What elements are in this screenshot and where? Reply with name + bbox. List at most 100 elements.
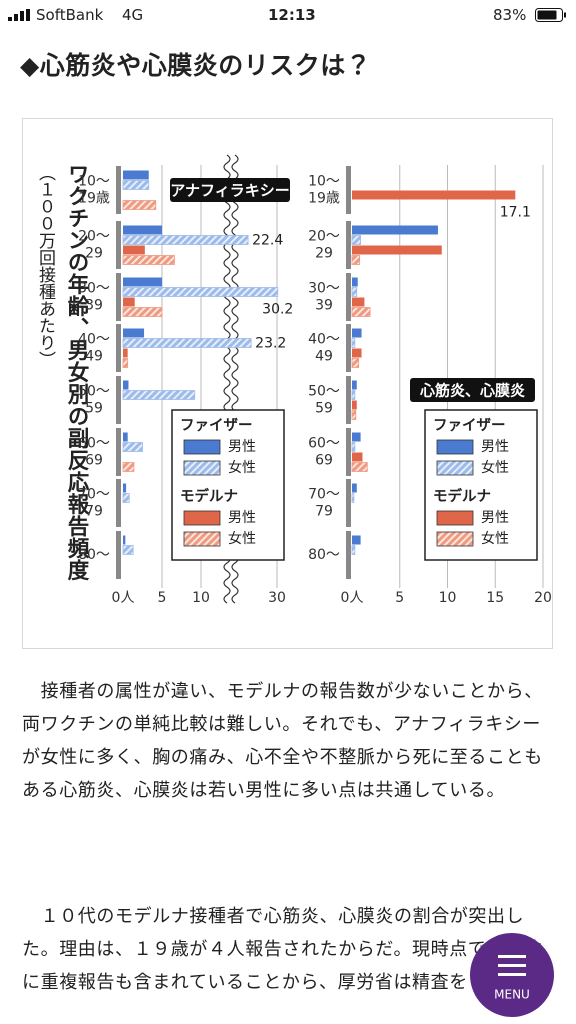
- category-label: 69: [315, 453, 333, 469]
- menu-label: MENU: [494, 988, 530, 1002]
- bar: [122, 338, 252, 348]
- bar: [122, 442, 143, 452]
- figure: （１００万回接種あたり） ワクチンの年齢、男女別の副反応報告頻度 0人 5 10 30…: [22, 118, 553, 649]
- signal-icon: [8, 9, 30, 21]
- status-bar: SoftBank 4G 12:13 83%: [0, 0, 576, 30]
- legend-label: 女性: [228, 531, 256, 547]
- x-tick-label: 20: [534, 590, 552, 606]
- legend-label: 男性: [228, 439, 256, 455]
- bar: [352, 225, 438, 235]
- bar: [123, 483, 127, 493]
- value-label: 17.1: [500, 205, 531, 221]
- bar: [351, 307, 371, 317]
- x-tick-label: 15: [486, 590, 504, 606]
- battery-icon: [535, 8, 566, 22]
- legend-label: 男性: [481, 510, 509, 526]
- paragraph: １０代のモデルナ接種者で心筋炎、心膜炎の割合が突出した。理由は、１９歳が４人報告…: [22, 906, 543, 993]
- legend-label: 女性: [481, 460, 509, 476]
- panel-title: アナフィラキシー: [170, 182, 289, 200]
- bar: [123, 535, 126, 545]
- category-label: 60～: [308, 436, 340, 452]
- category-label: 20～: [78, 229, 110, 245]
- bar: [122, 287, 279, 297]
- bar: [123, 432, 128, 442]
- bar: [122, 200, 157, 210]
- legend-swatch: [183, 439, 221, 455]
- axis-segment: [346, 221, 351, 269]
- menu-icon: MENU: [494, 955, 530, 1002]
- category-label: 20～: [308, 229, 340, 245]
- category-label: 59: [85, 401, 103, 417]
- legend-label: 女性: [228, 460, 256, 476]
- legend-swatch: [183, 531, 221, 547]
- bar: [122, 358, 129, 368]
- bar: [352, 297, 365, 307]
- x-tick-label: 5: [395, 590, 404, 606]
- bar: [351, 287, 358, 297]
- legend-swatch: [436, 439, 474, 455]
- value-label: 23.2: [255, 336, 286, 352]
- legend-swatch: [436, 460, 474, 476]
- bar: [123, 170, 149, 180]
- bar: [122, 390, 196, 400]
- axis-segment: [116, 273, 121, 321]
- battery-level: 83%: [493, 6, 527, 24]
- axis-segment: [346, 273, 351, 321]
- bar: [352, 380, 357, 390]
- bar: [122, 235, 249, 245]
- bar: [352, 245, 442, 255]
- section-heading: ◆心筋炎や心膜炎のリスクは？: [20, 51, 372, 80]
- bar: [123, 380, 129, 390]
- category-label: 30～: [308, 281, 340, 297]
- bar: [123, 328, 145, 338]
- category-label: 10～: [308, 174, 340, 190]
- figure-subtitle: （１００万回接種あたり）: [35, 164, 55, 368]
- axis-segment: [116, 376, 121, 424]
- legend-label: 女性: [481, 531, 509, 547]
- menu-button[interactable]: MENU: [470, 933, 554, 1017]
- panel-title-box: [170, 178, 290, 202]
- x-tick-label: 0人: [341, 590, 364, 606]
- legend-label: 男性: [481, 439, 509, 455]
- legend-group-title: モデルナ: [180, 487, 238, 505]
- bar: [352, 400, 357, 410]
- axis-segment: [346, 531, 351, 579]
- x-tick-label: 0人: [112, 590, 135, 606]
- bar: [351, 255, 361, 265]
- category-label: 40～: [78, 332, 110, 348]
- bar: [351, 493, 355, 503]
- bar: [352, 483, 357, 493]
- bar: [122, 180, 150, 190]
- x-tick-label: 10: [439, 590, 457, 606]
- legend-group-title: ファイザー: [180, 417, 253, 434]
- category-label: 10～: [78, 174, 110, 190]
- category-label: 69: [85, 453, 103, 469]
- bar: [351, 410, 357, 420]
- category-label: 40～: [308, 332, 340, 348]
- category-label: 49: [85, 349, 103, 365]
- figure-title: ワクチンの年齢、男女別の副反応報告頻度: [64, 163, 89, 581]
- panel-title-box: [410, 378, 535, 402]
- category-label: 60～: [78, 436, 110, 452]
- bar: [122, 493, 130, 503]
- category-label: 30～: [78, 281, 110, 297]
- x-tick-label: 10: [192, 590, 210, 606]
- category-label: 80～: [308, 547, 340, 563]
- bar: [351, 442, 356, 452]
- bar: [122, 307, 163, 317]
- category-label: 29: [85, 246, 103, 262]
- legend-swatch: [436, 510, 474, 526]
- axis-segment: [116, 221, 121, 269]
- bar: [123, 297, 135, 307]
- paragraph: 接種者の属性が違い、モデルナの報告数が少ないことから、両ワクチンの単純比較は難し…: [22, 681, 543, 801]
- bar: [122, 255, 175, 265]
- bar: [351, 390, 356, 400]
- bar: [123, 277, 162, 287]
- axis-segment: [116, 324, 121, 372]
- bar: [122, 462, 135, 472]
- panel-title: 心筋炎、心膜炎: [419, 382, 525, 400]
- legend-swatch: [436, 531, 474, 547]
- bar: [351, 462, 368, 472]
